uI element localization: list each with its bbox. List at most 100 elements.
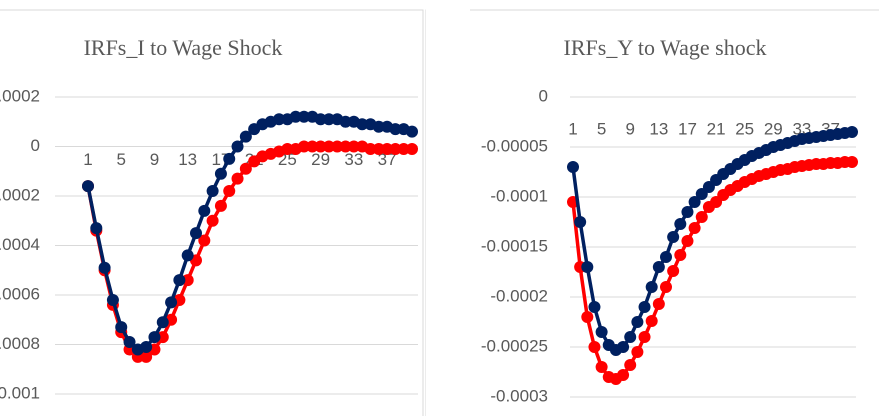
data-point: [156, 316, 169, 329]
data-point: [567, 161, 579, 173]
data-point: [397, 142, 410, 155]
y-tick-label: -0.0002: [0, 185, 40, 204]
data-point: [364, 142, 377, 155]
data-point: [298, 140, 310, 153]
data-point: [181, 274, 194, 287]
x-tick-label: 13: [649, 119, 668, 138]
data-point: [339, 140, 352, 153]
x-tick-label: 33: [344, 150, 363, 169]
data-point: [667, 265, 680, 277]
data-point: [239, 162, 252, 175]
data-point: [406, 125, 418, 138]
data-point: [406, 142, 418, 155]
data-point: [688, 222, 701, 234]
chart-panel: [425, 9, 879, 416]
data-point: [617, 369, 630, 381]
data-point: [231, 172, 244, 185]
data-point: [181, 249, 194, 262]
data-point: [846, 156, 858, 168]
data-point: [846, 126, 858, 138]
data-point: [98, 261, 111, 274]
data-point: [190, 227, 202, 240]
y-tick-label: -0.0008: [0, 334, 40, 353]
data-point: [581, 261, 594, 273]
data-point: [306, 140, 319, 153]
data-point: [372, 142, 385, 155]
data-point: [123, 336, 136, 349]
data-point: [231, 140, 244, 153]
x-tick-label: 9: [625, 119, 634, 138]
data-point: [588, 341, 601, 353]
data-point: [281, 142, 294, 155]
x-tick-label: 9: [150, 150, 159, 169]
chart-title: IRFs_I to Wage Shock: [84, 35, 283, 60]
data-point: [695, 211, 708, 223]
data-point: [645, 281, 658, 293]
chart: IRFs_I to Wage Shock 0.0002 0 -0.0002 -0.000…: [0, 35, 418, 402]
data-point: [688, 196, 701, 208]
x-tick-label: 37: [378, 150, 397, 169]
y-tick-label: -0.00005: [481, 136, 548, 155]
y-tick-label: -0.0006: [0, 284, 40, 303]
data-point: [339, 115, 352, 128]
data-point: [214, 167, 227, 180]
data-point: [638, 331, 651, 343]
data-point: [214, 199, 227, 212]
data-point: [223, 185, 236, 198]
y-tick-label: -0.001: [0, 383, 40, 402]
y-tick-label: -0.00025: [481, 336, 548, 355]
data-point: [588, 301, 601, 313]
data-point: [173, 274, 186, 287]
x-tick-label: 29: [311, 150, 330, 169]
data-point: [595, 361, 608, 373]
data-point: [298, 110, 310, 123]
data-point: [674, 249, 687, 261]
data-point: [617, 341, 630, 353]
y-tick-label: 0.0002: [0, 86, 40, 105]
y-tick-label: -0.0001: [490, 186, 548, 205]
data-point: [356, 118, 369, 131]
data-point: [314, 140, 327, 153]
chart: IRFs_Y to Wage shock 0 -0.00005 -0.0001 -0.0…: [481, 35, 858, 405]
data-point: [156, 331, 169, 344]
data-point: [106, 293, 119, 306]
y-tick-label: -0.0002: [490, 286, 548, 305]
data-point: [206, 185, 219, 198]
data-point: [681, 206, 694, 218]
data-point: [148, 331, 161, 344]
chart-title: IRFs_Y to Wage shock: [564, 35, 767, 60]
data-point: [681, 235, 694, 247]
data-point: [645, 315, 658, 327]
data-point: [660, 281, 672, 293]
chart-panel: [0, 9, 424, 416]
y-tick-label: 0: [539, 86, 548, 105]
data-point: [631, 346, 644, 358]
x-tick-label: 1: [83, 150, 92, 169]
data-point: [289, 110, 302, 123]
data-point: [223, 152, 236, 165]
data-point: [381, 142, 394, 155]
y-tick-label: -0.0003: [490, 386, 548, 405]
x-tick-label: 5: [116, 150, 125, 169]
data-point: [631, 316, 644, 328]
x-tick-label: 21: [707, 119, 726, 138]
data-point: [90, 222, 103, 235]
data-point: [372, 120, 385, 133]
data-point: [574, 216, 587, 228]
data-point: [322, 140, 335, 153]
data-point: [239, 130, 252, 143]
data-point: [198, 234, 211, 247]
data-point: [667, 231, 680, 243]
x-tick-label: 25: [735, 119, 754, 138]
data-point: [638, 301, 651, 313]
data-point: [82, 180, 94, 193]
data-point: [115, 321, 128, 334]
data-point: [347, 140, 360, 153]
x-tick-label: 13: [178, 150, 197, 169]
data-point: [660, 251, 672, 263]
data-point: [273, 113, 286, 126]
data-point: [389, 142, 402, 155]
panel-gap: [426, 0, 470, 416]
